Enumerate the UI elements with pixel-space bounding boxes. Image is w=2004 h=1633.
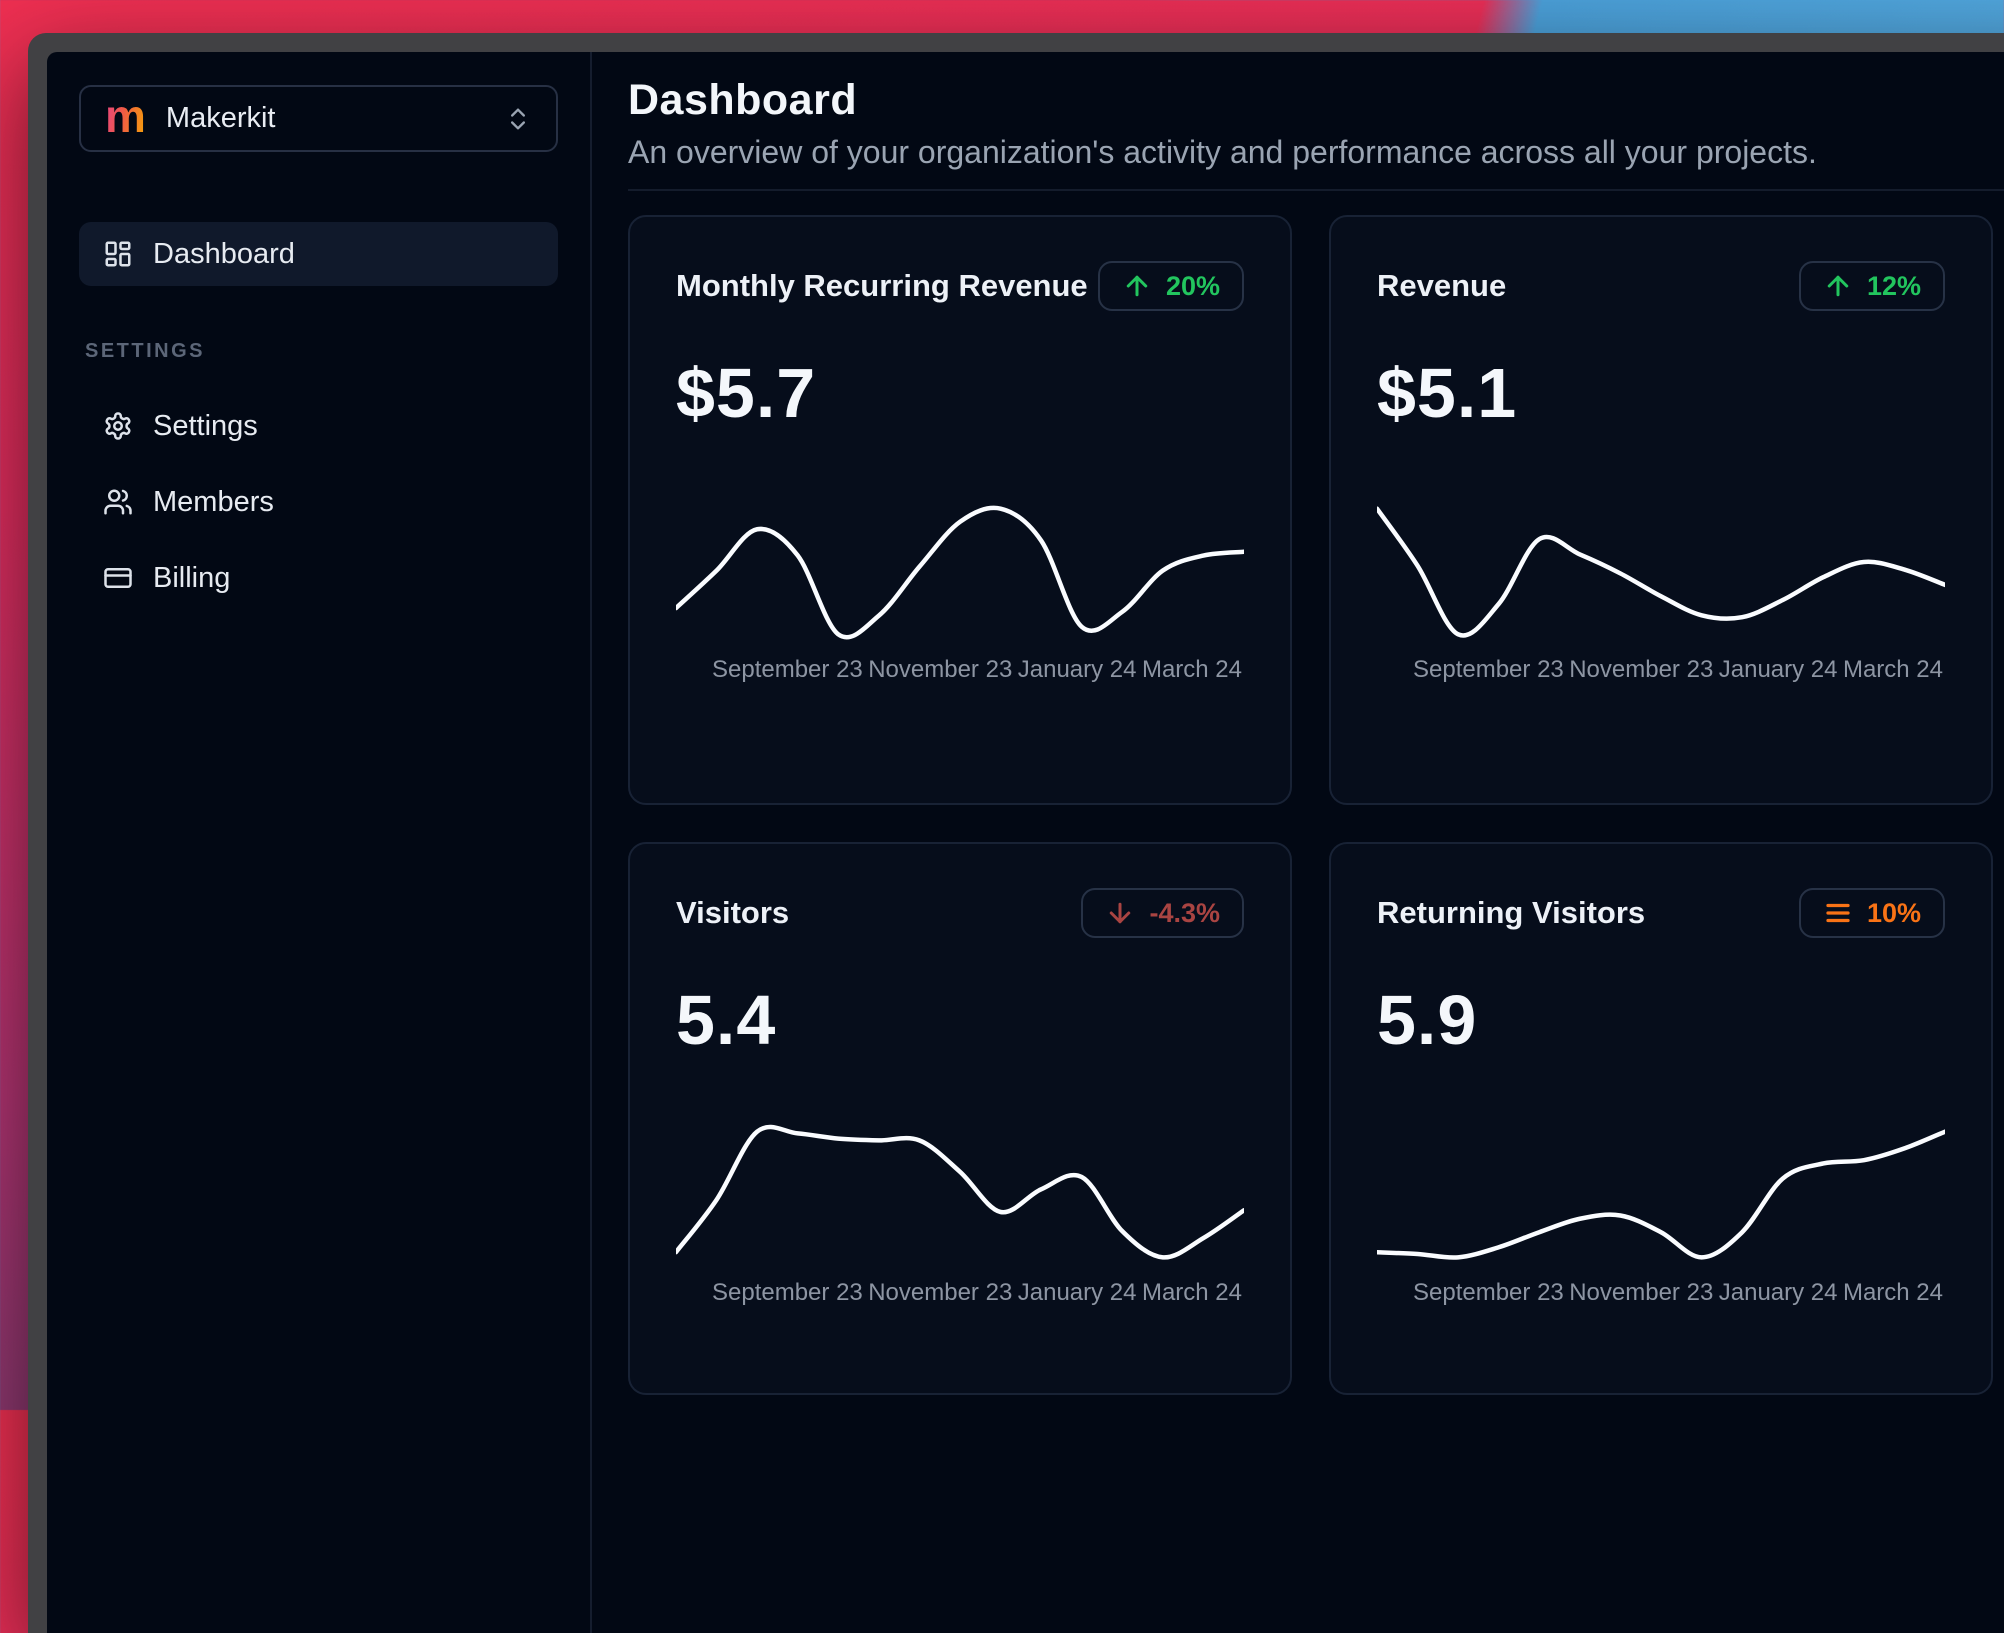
metric-value: 5.4	[676, 981, 777, 1060]
sparkline-svg	[1377, 1122, 1945, 1267]
cards-grid: Monthly Recurring Revenue 20% $5.7 Septe…	[628, 215, 2004, 1396]
trend-value: 20%	[1165, 270, 1220, 301]
x-axis-label: September 23	[1413, 656, 1564, 684]
arrow-up-icon	[1126, 275, 1148, 297]
page-title: Dashboard	[628, 76, 858, 124]
menu-icon	[1826, 904, 1850, 923]
x-axis-labels: September 23 November 23 January 24 March 2…	[676, 1267, 1244, 1307]
metric-value: $5.1	[1377, 354, 1518, 433]
x-axis-label: November 23	[868, 1279, 1013, 1307]
metric-card: Revenue 12% $5.1 September 23 November 23…	[1329, 215, 1993, 806]
sparkline-svg	[676, 1122, 1244, 1267]
x-axis-label: January 24	[1718, 1279, 1838, 1307]
trend-value: 12%	[1866, 270, 1921, 301]
layout-dashboard-icon	[105, 241, 131, 267]
sidebar-item-label: Settings	[153, 409, 258, 442]
sidebar-settings-group: Settings Members Billing	[79, 395, 558, 609]
sidebar-item-billing[interactable]: Billing	[79, 547, 558, 609]
sparkline-chart: September 23 November 23 January 24 March 2…	[676, 1122, 1244, 1307]
sparkline-chart: September 23 November 23 January 24 March 2…	[1377, 499, 1945, 684]
sparkline-svg	[1377, 499, 1945, 644]
trend-value: 10%	[1866, 897, 1921, 928]
sidebar-item-members[interactable]: Members	[79, 471, 558, 533]
makerkit-logo-icon: m	[105, 89, 146, 142]
sparkline-svg	[676, 499, 1244, 644]
sparkline-chart: September 23 November 23 January 24 March 2…	[676, 499, 1244, 684]
gear-icon	[105, 412, 131, 440]
x-axis-label: March 24	[1842, 1279, 1943, 1307]
sparkline-chart: September 23 November 23 January 24 March 2…	[1377, 1122, 1945, 1307]
metric-card: Returning Visitors 10% 5.9 September 23 N…	[1329, 842, 1993, 1396]
workspace-name: Makerkit	[165, 102, 276, 134]
card-title: Revenue	[1377, 268, 1507, 304]
x-axis-labels: September 23 November 23 January 24 March 2…	[1377, 1267, 1945, 1307]
x-axis-label: September 23	[712, 1279, 863, 1307]
x-axis-label: November 23	[1569, 656, 1714, 684]
metric-value: $5.7	[676, 354, 817, 433]
sidebar-item-dashboard[interactable]: Dashboard	[79, 222, 558, 286]
metric-value: 5.9	[1377, 981, 1478, 1060]
x-axis-label: November 23	[868, 656, 1013, 684]
card-title: Visitors	[676, 895, 790, 931]
x-axis-label: September 23	[1413, 1279, 1564, 1307]
sidebar-item-label: Members	[153, 485, 274, 518]
credit-card-icon	[104, 568, 132, 588]
x-axis-label: September 23	[712, 656, 863, 684]
arrow-up-icon	[1827, 275, 1849, 297]
sidebar: m Makerkit Dashboard SETTING	[47, 52, 592, 1633]
card-title: Returning Visitors	[1377, 895, 1646, 931]
page-header: Dashboard An overview of your organizati…	[628, 52, 2004, 192]
sidebar-item-settings[interactable]: Settings	[79, 395, 558, 457]
chevrons-up-down-icon	[510, 108, 525, 129]
trend-badge: 12%	[1798, 261, 1945, 312]
app-content: m Makerkit Dashboard SETTING	[47, 52, 2004, 1633]
sidebar-nav: Dashboard	[79, 222, 558, 286]
trend-badge: 10%	[1798, 888, 1945, 939]
trend-value: -4.3%	[1149, 897, 1220, 928]
x-axis-label: March 24	[1141, 1279, 1242, 1307]
main-content: Dashboard An overview of your organizati…	[592, 52, 2004, 1633]
sidebar-item-label: Billing	[153, 561, 231, 594]
metric-card: Visitors -4.3% 5.4 September 23 November …	[628, 842, 1292, 1396]
page-subtitle: An overview of your organization's activ…	[628, 134, 1817, 171]
x-axis-labels: September 23 November 23 January 24 March 2…	[676, 644, 1244, 684]
trend-badge: 20%	[1097, 261, 1244, 312]
sidebar-item-label: Dashboard	[153, 237, 295, 270]
x-axis-label: March 24	[1842, 656, 1943, 684]
arrow-down-icon	[1110, 902, 1131, 924]
x-axis-label: November 23	[1569, 1279, 1714, 1307]
x-axis-label: January 24	[1017, 656, 1137, 684]
users-icon	[104, 489, 132, 515]
sidebar-section-heading: SETTINGS	[85, 340, 206, 362]
x-axis-labels: September 23 November 23 January 24 March 2…	[1377, 644, 1945, 684]
x-axis-label: March 24	[1141, 656, 1242, 684]
app-window: m Makerkit Dashboard SETTING	[28, 33, 2004, 1633]
card-title: Monthly Recurring Revenue	[676, 268, 1088, 304]
trend-badge: -4.3%	[1081, 888, 1244, 939]
workspace-selector[interactable]: m Makerkit	[79, 85, 558, 152]
x-axis-label: January 24	[1718, 656, 1838, 684]
x-axis-label: January 24	[1017, 1279, 1137, 1307]
metric-card: Monthly Recurring Revenue 20% $5.7 Septe…	[628, 215, 1292, 806]
